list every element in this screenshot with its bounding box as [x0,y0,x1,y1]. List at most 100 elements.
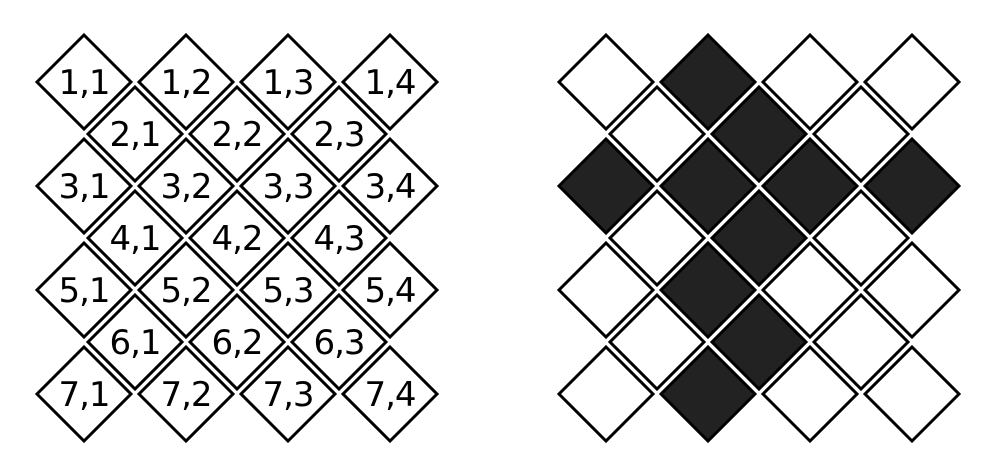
diamond-tile [340,344,440,444]
diamond-tile [340,32,440,132]
cell-label: 1,1 [58,63,109,103]
filled-cell [709,292,809,392]
empty-cell [862,240,962,340]
diamond-tile [760,240,860,340]
diamond-tile [238,240,338,340]
diamond-tile [709,84,809,184]
filled-cell [658,344,758,444]
diamond-tile [187,188,287,288]
diamond-tile [187,84,287,184]
diamond-tile [136,32,236,132]
cell-label: 5,3 [262,271,313,311]
grid-cell: 2,2 [187,84,287,184]
filled-cell [556,136,656,236]
diamond-tile [556,136,656,236]
grid-cell: 3,1 [34,136,134,236]
grid-cell: 3,4 [340,136,440,236]
diamond-tile [289,188,389,288]
empty-cell [862,32,962,132]
cell-label: 5,4 [364,271,415,311]
diamond-tile [607,188,707,288]
diamond-tile [811,84,911,184]
cell-label: 2,3 [313,115,364,155]
diamond-tile [34,240,134,340]
diamond-tile [658,344,758,444]
diamond-tile [136,344,236,444]
diamond-tile [709,292,809,392]
diamond-tile [607,292,707,392]
pattern-diamond-grid [556,32,962,444]
cell-label: 2,2 [211,115,262,155]
cell-label: 7,4 [364,375,415,415]
diamond-tile [556,32,656,132]
diamond-tile [556,240,656,340]
empty-cell [607,84,707,184]
empty-cell [607,292,707,392]
grid-cell: 5,4 [340,240,440,340]
diamond-tile [34,32,134,132]
diamond-tile [34,344,134,444]
grid-cell: 4,2 [187,188,287,288]
diamond-tile [760,32,860,132]
diamond-tile [136,136,236,236]
diamond-tile [556,344,656,444]
filled-cell [862,136,962,236]
diamond-tile [862,136,962,236]
diamond-tile [238,136,338,236]
cell-label: 1,2 [160,63,211,103]
filled-cell [658,32,758,132]
grid-cell: 2,3 [289,84,389,184]
diamond-tile [658,240,758,340]
cell-label: 7,1 [58,375,109,415]
cell-label: 4,3 [313,219,364,259]
cell-label: 3,4 [364,167,415,207]
diamond-tile [811,188,911,288]
labeled-diamond-grid: 1,1 1,2 1,3 1,4 2,1 2,2 2,3 3,1 3,2 3,3 3,4 4,1 4,2 4… [34,32,440,444]
grid-cell: 3,2 [136,136,236,236]
cell-label: 7,2 [160,375,211,415]
grid-cell: 1,2 [136,32,236,132]
filled-cell [709,188,809,288]
grid-cell: 7,4 [340,344,440,444]
grid-cell: 6,2 [187,292,287,392]
grid-cell: 6,3 [289,292,389,392]
diamond-tile [811,292,911,392]
diamond-tile [34,136,134,236]
cell-label: 1,4 [364,63,415,103]
diamond-tile [136,240,236,340]
grid-cell: 1,3 [238,32,338,132]
grid-cell: 5,1 [34,240,134,340]
diamond-tile [658,32,758,132]
empty-cell [811,292,911,392]
diamond-tile [658,136,758,236]
grid-cell: 7,3 [238,344,338,444]
cell-label: 6,3 [313,323,364,363]
filled-cell [658,240,758,340]
filled-cell [760,136,860,236]
diamond-tile [187,292,287,392]
grid-cell: 5,3 [238,240,338,340]
cell-label: 3,3 [262,167,313,207]
grid-cell: 1,4 [340,32,440,132]
diamond-tile [340,136,440,236]
empty-cell [811,188,911,288]
empty-cell [556,240,656,340]
grid-cell: 7,1 [34,344,134,444]
empty-cell [811,84,911,184]
cell-label: 1,3 [262,63,313,103]
diamond-tile [760,136,860,236]
diamond-tile [862,32,962,132]
cell-label: 3,2 [160,167,211,207]
cell-label: 4,1 [109,219,160,259]
diamond-tile [238,344,338,444]
cell-label: 7,3 [262,375,313,415]
filled-cell [709,84,809,184]
grid-cell: 6,1 [85,292,185,392]
cell-label: 3,1 [58,167,109,207]
diamond-tile [862,240,962,340]
empty-cell [556,32,656,132]
cell-label: 6,1 [109,323,160,363]
filled-cell [658,136,758,236]
diamond-tile [760,344,860,444]
